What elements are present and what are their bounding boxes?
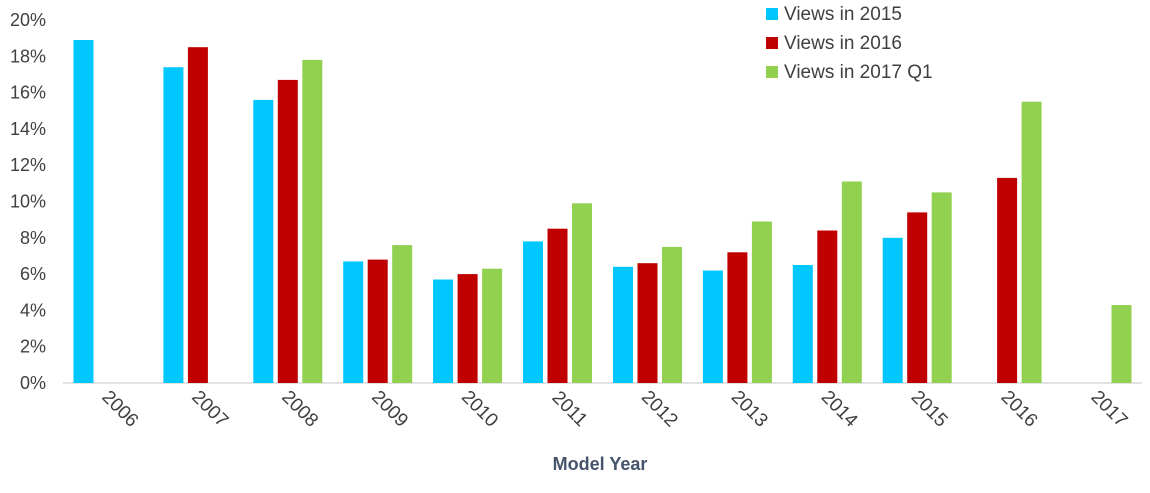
- x-tick-label: 2014: [817, 387, 862, 432]
- y-tick-label: 16%: [10, 83, 46, 103]
- x-tick-label: 2011: [548, 387, 592, 431]
- y-tick-label: 18%: [10, 46, 46, 66]
- bar: [392, 245, 413, 383]
- bar: [433, 279, 454, 383]
- legend-swatch: [766, 66, 778, 78]
- legend-swatch: [766, 37, 778, 49]
- bar: [882, 237, 903, 383]
- bar: [343, 261, 364, 383]
- bar: [187, 47, 208, 383]
- x-tick-label: 2006: [97, 387, 142, 432]
- legend: Views in 2015 Views in 2016 Views in 2017 …: [766, 4, 933, 83]
- bars: [73, 40, 1132, 384]
- legend-label: Views in 2015: [784, 4, 902, 25]
- bar: [73, 40, 94, 383]
- bar: [253, 99, 274, 384]
- x-tick-label: 2012: [637, 387, 682, 432]
- bar: [302, 59, 323, 384]
- bar: [277, 79, 298, 384]
- legend-swatch: [766, 8, 778, 20]
- bar: [523, 241, 543, 383]
- x-axis-title: Model Year: [553, 454, 648, 474]
- bar: [907, 212, 928, 383]
- legend-label: Views in 2017 Q1: [784, 62, 933, 83]
- bar: [547, 228, 568, 383]
- bar: [997, 177, 1018, 383]
- y-tick-label: 4%: [20, 300, 46, 320]
- y-tick-label: 10%: [10, 192, 46, 212]
- bar: [367, 259, 388, 383]
- x-tick-label: 2008: [277, 387, 322, 432]
- bar: [727, 252, 748, 383]
- bar: [702, 270, 723, 383]
- y-tick-label: 2%: [20, 337, 46, 357]
- x-axis-labels: 2006 2007 2008 2009 2010 2011 2012 2013 2014 2015…: [97, 387, 1131, 432]
- bar: [841, 181, 862, 383]
- y-axis: 0% 2% 4% 6% 8% 10% 12% 14% 16% 18% 20%: [10, 10, 46, 393]
- bar: [817, 230, 838, 383]
- bar: [931, 192, 952, 383]
- bar: [482, 268, 503, 383]
- x-tick-label: 2017: [1087, 387, 1132, 432]
- bar: [662, 246, 682, 383]
- y-tick-label: 8%: [20, 228, 46, 248]
- y-tick-label: 14%: [10, 119, 46, 139]
- y-tick-label: 20%: [10, 10, 46, 30]
- legend-label: Views in 2016: [784, 33, 902, 54]
- bar: [1111, 305, 1132, 383]
- bar: [613, 266, 633, 383]
- bar: [637, 263, 658, 383]
- bar: [751, 221, 772, 383]
- x-tick-label: 2013: [727, 387, 772, 432]
- bar: [457, 274, 478, 383]
- bar: [792, 265, 813, 383]
- x-tick-label: 2007: [187, 387, 232, 432]
- x-tick-label: 2009: [367, 387, 412, 432]
- x-tick-label: 2015: [907, 387, 952, 432]
- y-tick-label: 12%: [10, 155, 46, 175]
- bar: [163, 67, 184, 383]
- x-tick-label: 2010: [457, 387, 502, 432]
- bar: [572, 203, 592, 383]
- y-tick-label: 0%: [20, 373, 46, 393]
- x-tick-label: 2016: [997, 387, 1042, 432]
- bar: [1021, 101, 1042, 383]
- y-tick-label: 6%: [20, 264, 46, 284]
